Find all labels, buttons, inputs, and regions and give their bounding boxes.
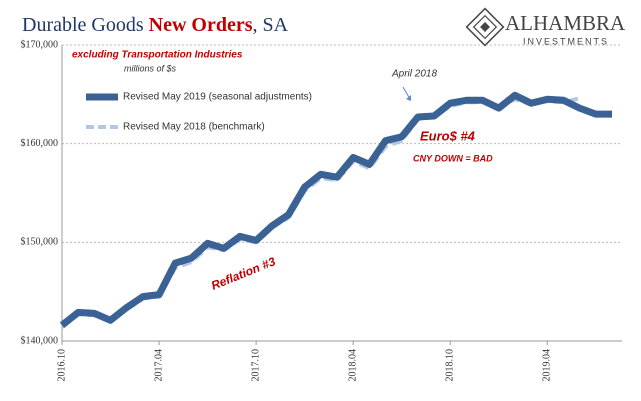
annotation: Reflation #3 xyxy=(209,254,278,293)
annotation: Euro$ #4 xyxy=(420,128,476,143)
logo: ALHAMBRA INVESTMENTS xyxy=(465,7,626,47)
x-tick-label: 2018.04 xyxy=(347,349,358,382)
title-part: Durable Goods xyxy=(22,14,144,36)
legend-label: Revised May 2019 (seasonal adjustments) xyxy=(123,92,312,103)
y-tick-label: $160,000 xyxy=(21,138,59,149)
title-part: , SA xyxy=(253,14,289,36)
x-tick-label: 2017.04 xyxy=(153,349,164,382)
line-series xyxy=(59,91,612,328)
x-tick-label: 2019.04 xyxy=(542,349,553,382)
annotation: CNY DOWN = BAD xyxy=(413,153,493,163)
x-tick-label: 2017.10 xyxy=(250,349,261,382)
y-tick-label: $170,000 xyxy=(21,39,59,50)
annotation: millions of $s xyxy=(124,63,177,73)
legend-label: Revised May 2018 (benchmark) xyxy=(123,122,265,133)
annotation: excluding Transportation Industries xyxy=(72,50,243,61)
x-tick-label: 2016.10 xyxy=(56,349,67,382)
logo-tagline: INVESTMENTS xyxy=(523,36,609,46)
arrow-head xyxy=(406,95,411,101)
chart-title: Durable Goods New Orders, SA xyxy=(22,14,289,36)
annotation: April 2018 xyxy=(391,69,437,80)
title-part: New Orders xyxy=(149,14,253,36)
logo-icon xyxy=(465,7,505,47)
logo-name: ALHAMBRA xyxy=(505,11,626,35)
y-tick-label: $140,000 xyxy=(21,335,59,346)
x-tick-label: 2018.10 xyxy=(445,349,456,382)
y-tick-label: $150,000 xyxy=(21,237,59,248)
